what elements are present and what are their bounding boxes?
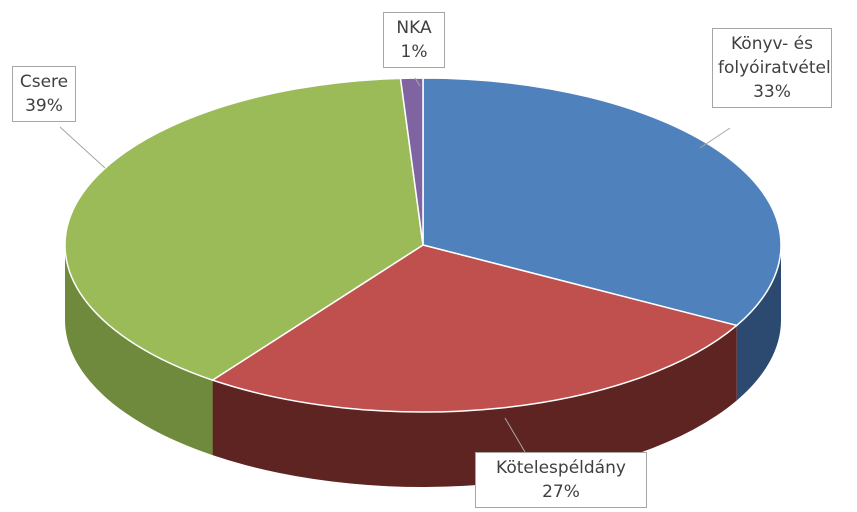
data-label: Kötelespéldány 27% (475, 452, 647, 508)
leader-line (414, 77, 421, 87)
slice (210, 244, 739, 413)
leader-line (59, 126, 106, 169)
label-value: 39% (25, 96, 63, 116)
tops (64, 77, 782, 413)
label-value: 33% (753, 82, 791, 102)
leaders (59, 77, 731, 453)
label-category: Csere (19, 72, 69, 92)
label-category: Kötelespéldány (496, 458, 626, 478)
slice-side (736, 245, 781, 401)
label-category: NKA (396, 18, 432, 38)
label-value: 27% (542, 482, 580, 502)
leader-line (699, 127, 731, 149)
leader-line (504, 417, 526, 453)
sides (65, 245, 781, 487)
slice-side (65, 245, 213, 456)
slice (64, 77, 424, 381)
data-label: Könyv- és folyóiratvétel 33% (712, 28, 832, 108)
slice-side (212, 325, 737, 487)
slice (399, 77, 424, 246)
slice (422, 77, 782, 327)
label-category: Könyv- és folyóiratvétel (718, 34, 831, 78)
data-label: NKA 1% (383, 12, 445, 68)
data-label: Csere 39% (12, 66, 76, 122)
label-value: 1% (400, 42, 428, 62)
